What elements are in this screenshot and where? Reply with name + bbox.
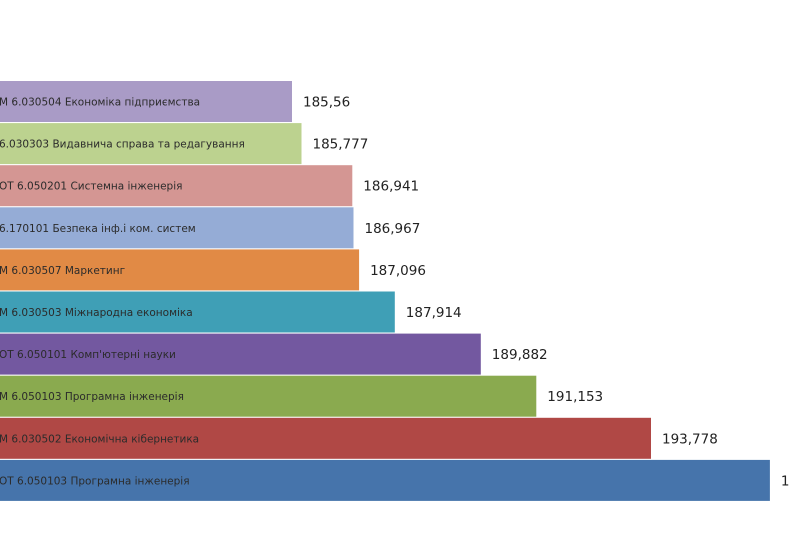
bar-category-label: 6.170101 Безпека інф.і ком. систем — [0, 223, 196, 235]
bar-2 — [0, 165, 353, 207]
bar-category-label: М 6.030507 Маркетинг — [0, 265, 125, 277]
bar-5 — [0, 291, 395, 333]
bar-value-label: 185,56 — [303, 95, 350, 111]
bar-category-label: ОТ 6.050103 Програмна інженерія — [0, 475, 190, 487]
bar-category-label: М 6.030504 Економіка підприємства — [0, 97, 200, 109]
bar-category-label: ОТ 6.050201 Системна інженерія — [0, 181, 182, 193]
bar-value-label: 187,914 — [406, 305, 462, 321]
bar-0 — [0, 81, 292, 122]
bar-value-label: 191,153 — [547, 389, 603, 405]
bars-group: М 6.030504 Економіка підприємства 185,56 6… — [0, 81, 789, 501]
bar-value-label: 186,967 — [365, 221, 421, 237]
bar-value-label: 193,778 — [662, 431, 718, 447]
bar-8 — [0, 417, 651, 459]
bar-value-label: 185,777 — [313, 137, 369, 153]
bar-6 — [0, 333, 481, 375]
bar-9 — [0, 459, 770, 501]
bar-category-label: 6.030303 Видавнича справа та редагування — [0, 139, 245, 151]
bar-category-label: М 6.050103 Програмна інженерія — [0, 391, 184, 403]
bar-category-label: ОТ 6.050101 Комп'ютерні науки — [0, 349, 176, 361]
bar-value-label: 189,882 — [492, 347, 548, 363]
bar-1 — [0, 123, 302, 165]
bar-4 — [0, 249, 360, 291]
bar-value-label: 187,096 — [370, 263, 426, 279]
bar-7 — [0, 375, 537, 417]
bar-value-label: 186,941 — [363, 179, 419, 195]
bar-category-label: М 6.030502 Економічна кібернетика — [0, 433, 199, 445]
bar-3 — [0, 207, 354, 249]
bar-value-label: 1 — [781, 473, 790, 489]
bar-category-label: М 6.030503 Міжнародна економіка — [0, 307, 193, 319]
